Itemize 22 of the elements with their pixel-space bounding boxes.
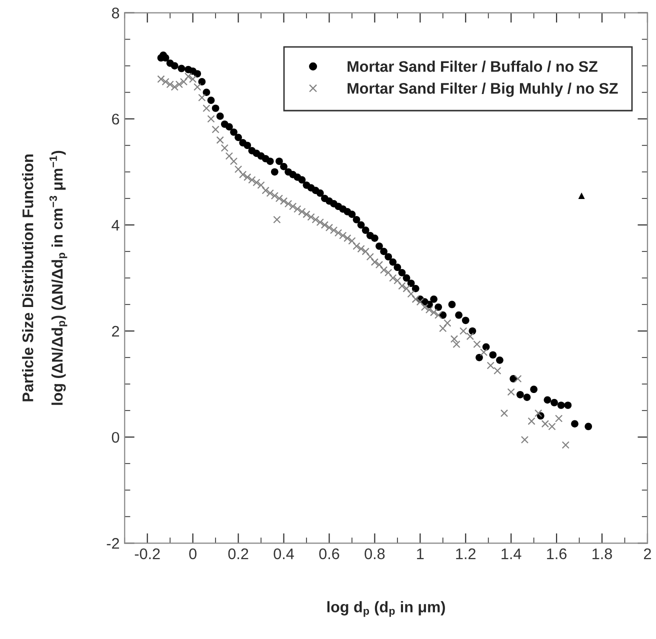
y-tick-label: -2	[106, 538, 120, 549]
x-tick-label: -0.2	[134, 548, 160, 560]
x-tick-label: 1.2	[456, 548, 476, 560]
x-tick-label: 0.8	[364, 548, 385, 560]
text: Particle Size Distribution Function log (ΔN/Δd$_{p}$) (ΔN/Δd$_{p}$ in cm$^{−3}$ μm$^{−1}$)	[22, 150, 68, 405]
x-axis-title: log d$_{p}$ (d$_{p}$ in μm)	[327, 601, 445, 617]
x-tick-label: 1.4	[502, 548, 522, 560]
legend-label: Mortar Sand Filter / Big Muhly / no SZ	[348, 82, 618, 97]
x-tick-label: 0.2	[228, 548, 248, 560]
x-tick-label: 2	[644, 548, 651, 560]
y-tick-label: 2	[112, 326, 120, 337]
legend-label: Mortar Sand Filter / Buffalo / no SZ	[348, 60, 598, 72]
y-tick-label: 4	[112, 220, 120, 230]
y-tick-label: 0	[112, 432, 120, 443]
x-tick-label: 1.6	[547, 548, 566, 560]
x-tick-label: 1	[417, 548, 424, 560]
y-tick-label: 8	[112, 8, 120, 18]
x-tick-label: 1.8	[592, 548, 612, 560]
y-tick-label: 6	[112, 114, 120, 125]
x-tick-label: 0	[189, 548, 196, 560]
x-tick-label: 0.6	[319, 548, 340, 560]
x-tick-label: 0.4	[274, 548, 294, 560]
